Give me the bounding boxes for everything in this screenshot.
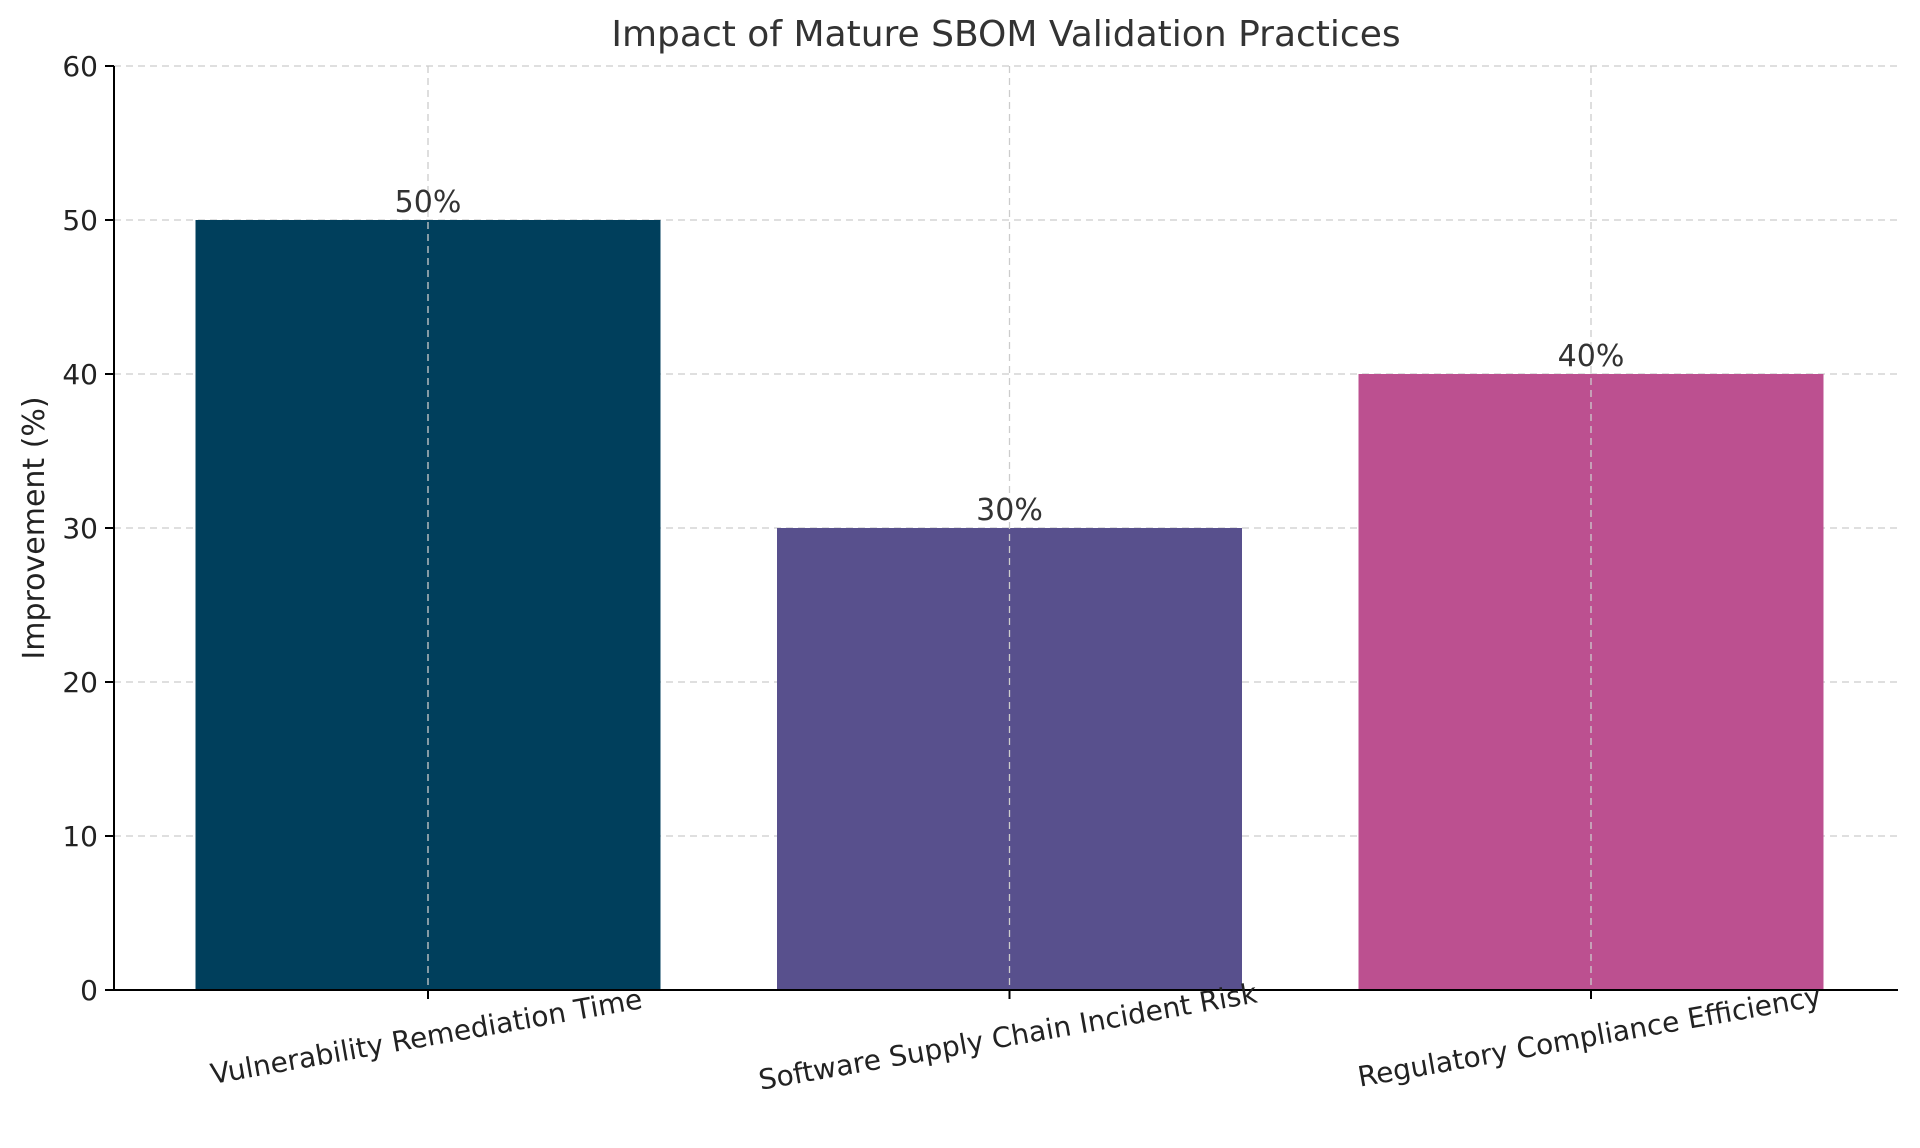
vertical-grid-lines <box>427 66 1592 990</box>
y-tick-label: 10 <box>62 820 98 853</box>
data-label: 30% <box>976 493 1043 528</box>
y-tick-label: 60 <box>62 50 98 83</box>
x-tick-label: Regulatory Compliance Efficiency <box>1355 980 1823 1094</box>
y-axis-label: Improvement (%) <box>17 396 52 659</box>
x-ticks: Vulnerability Remediation Time Software S… <box>208 976 1823 1096</box>
y-tick-label: 0 <box>80 974 98 1007</box>
data-labels: 50% 30% 40% <box>395 185 1625 528</box>
data-label: 50% <box>395 185 462 220</box>
chart-title: Impact of Mature SBOM Validation Practic… <box>611 14 1400 55</box>
y-tick-label: 20 <box>62 666 98 699</box>
x-tick-label: Software Supply Chain Incident Risk <box>756 976 1260 1096</box>
y-tick-label: 40 <box>62 358 98 391</box>
x-tick-label: Vulnerability Remediation Time <box>208 982 645 1091</box>
data-label: 40% <box>1558 339 1625 374</box>
y-ticks: 0 10 20 30 40 50 60 <box>62 50 114 1007</box>
y-tick-label: 50 <box>62 204 98 237</box>
y-tick-label: 30 <box>62 512 98 545</box>
